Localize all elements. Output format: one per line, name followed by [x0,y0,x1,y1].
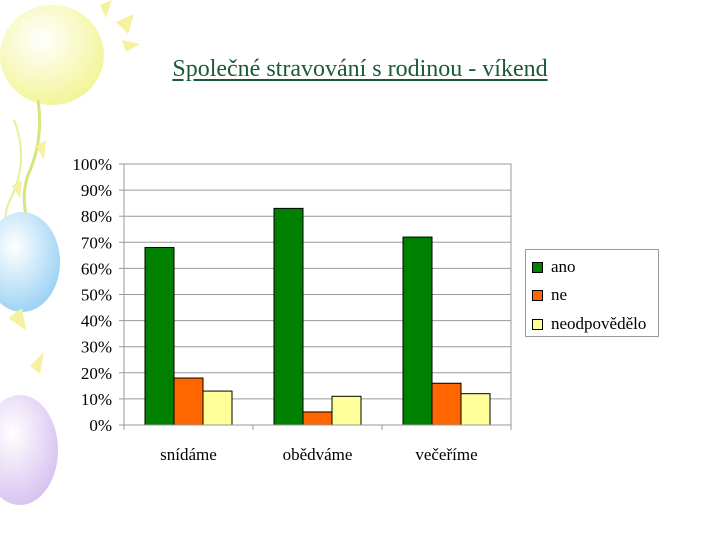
bars [144,207,491,426]
legend-item-ano: ano [532,257,576,277]
y-tick-label: 0% [89,416,112,435]
legend-swatch-neodpovedelo [532,318,543,330]
bar-ne-večeříme [431,382,462,426]
bar-ano-snídáme [144,247,175,426]
bar-ne-obědváme [302,411,333,426]
y-tick-label: 70% [81,233,112,252]
x-axis-categories: snídáme obědváme večeříme [160,445,477,464]
bar-neodpovědělo-obědváme [331,395,362,426]
legend-label-ne: ne [551,285,568,304]
y-tick-label: 100% [72,155,112,174]
legend: ano ne neodpovědělo [525,249,659,337]
legend-item-neodpovedelo: neodpovědělo [532,314,646,334]
y-tick-label: 20% [81,364,112,383]
x-axis [123,424,512,430]
legend-swatch-ne [532,289,543,301]
y-tick-label: 10% [81,390,112,409]
blue-balloon [0,212,60,312]
category-label: snídáme [160,445,217,464]
category-label: obědváme [283,445,353,464]
legend-item-ne: ne [532,285,567,305]
purple-balloon [0,395,58,505]
confetti-shapes [8,0,140,374]
bar-neodpovědělo-večeříme [460,393,491,426]
legend-label-ano: ano [551,257,576,276]
y-tick-label: 30% [81,338,112,357]
legend-label-neodpovedelo: neodpovědělo [551,314,647,333]
y-tick-label: 50% [81,286,112,305]
y-tick-label: 90% [81,181,112,200]
bar-ne-snídáme [173,377,204,426]
y-tick-label: 80% [81,207,112,226]
bar-neodpovědělo-snídáme [202,390,233,426]
y-tick-label: 40% [81,312,112,331]
y-axis-ticks: 0% 10% 20% 30% 40% 50% 60% 70% 80% 90% 100% [72,155,124,435]
slide-title: Společné stravování s rodinou - víkend [172,56,548,82]
bar-ano-večeříme [402,236,433,426]
legend-swatch-ano [532,261,543,273]
y-tick-label: 60% [81,259,112,278]
bar-ano-obědváme [273,207,304,426]
category-label: večeříme [415,445,477,464]
